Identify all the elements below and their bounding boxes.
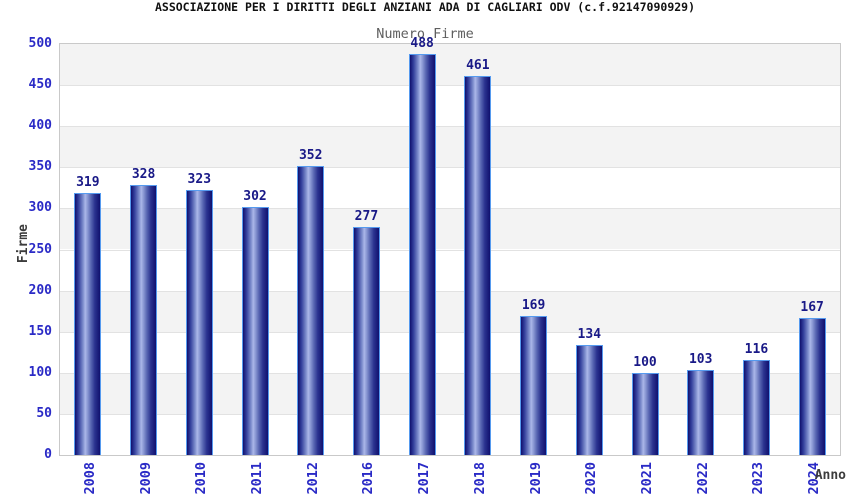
bar-2017 <box>408 53 436 455</box>
x-tick-label-2011: 2011 <box>249 462 265 495</box>
y-tick-label: 200 <box>28 282 52 298</box>
gridline <box>60 331 840 333</box>
bar-value-label: 134 <box>577 326 602 342</box>
gridline <box>60 208 840 210</box>
y-tick-label: 150 <box>28 323 52 339</box>
x-tick-label-2012: 2012 <box>304 462 321 495</box>
x-tick-label-2019: 2019 <box>527 462 544 495</box>
plot-band <box>60 44 840 86</box>
gridline <box>60 413 840 415</box>
bar-2020 <box>575 344 603 455</box>
x-tick-label-2020: 2020 <box>583 462 600 495</box>
x-tick-label-2016: 2016 <box>360 462 377 495</box>
bar-2008 <box>74 192 102 455</box>
x-tick-label-2021: 2021 <box>639 462 655 495</box>
bar-series: 319 328 323 302 352 277 488 461 169 134 100 103 116 1… <box>60 36 840 455</box>
bar-2012 <box>297 165 325 455</box>
bar-2024 <box>798 317 826 455</box>
plot-band <box>60 126 840 168</box>
plot-band <box>60 85 840 127</box>
gridline <box>60 249 840 251</box>
x-tick-label-2017: 2017 <box>416 462 433 495</box>
chart-title: ASSOCIAZIONE PER I DIRITTI DEGLI ANZIANI… <box>154 0 696 14</box>
y-tick-label: 400 <box>28 118 52 134</box>
gridline <box>60 290 840 292</box>
x-tick-label-2009: 2009 <box>137 462 154 495</box>
y-tick-label: 250 <box>28 241 52 257</box>
plot-area: 319 328 323 302 352 277 488 461 169 134 100 103 116 1… <box>59 36 841 456</box>
bar-2023 <box>742 359 770 455</box>
x-tick-label-2023: 2023 <box>750 462 767 495</box>
bar-2018 <box>464 76 492 455</box>
x-axis-title: Anno <box>814 468 846 483</box>
bar-value-label: 167 <box>800 299 824 315</box>
bar-2010 <box>185 189 213 455</box>
bar-2022 <box>687 370 715 455</box>
bar-2016 <box>352 227 380 455</box>
bar-value-label: 100 <box>633 354 657 370</box>
bar-value-label: 323 <box>187 171 212 187</box>
bar-value-label: 352 <box>298 147 323 163</box>
plot-gridlines <box>60 44 840 455</box>
y-tick-label: 300 <box>28 200 52 216</box>
bar-value-label: 169 <box>521 298 546 314</box>
bar-value-label: 319 <box>76 174 100 190</box>
y-tick-label: 500 <box>28 36 52 51</box>
y-tick-label: 50 <box>36 405 52 421</box>
bar-value-label: 103 <box>688 352 713 368</box>
x-tick-label-2018: 2018 <box>471 462 488 495</box>
y-tick-label: 450 <box>28 77 52 93</box>
x-tick-label-2022: 2022 <box>694 462 711 495</box>
gridline <box>60 372 840 374</box>
gridline <box>60 167 840 169</box>
bar-value-label: 277 <box>354 209 379 225</box>
bar-value-label: 116 <box>744 341 769 357</box>
x-tick-label-2010: 2010 <box>193 462 210 495</box>
bar-value-label: 302 <box>243 188 267 204</box>
bar-2009 <box>130 185 158 455</box>
gridline <box>60 126 840 128</box>
gridline <box>60 85 840 87</box>
bar-value-label: 488 <box>410 35 434 51</box>
chart-subtitle: Numero Firme <box>376 26 474 42</box>
y-tick-label: 0 <box>44 447 52 462</box>
bar-value-label: 328 <box>131 167 156 183</box>
bar-2019 <box>520 316 548 455</box>
bar-2011 <box>241 206 269 455</box>
y-tick-label: 100 <box>28 364 52 380</box>
y-tick-label: 350 <box>28 159 52 175</box>
bar-2021 <box>631 372 659 455</box>
x-tick-label-2008: 2008 <box>81 462 98 495</box>
bar-value-label: 461 <box>466 58 490 74</box>
